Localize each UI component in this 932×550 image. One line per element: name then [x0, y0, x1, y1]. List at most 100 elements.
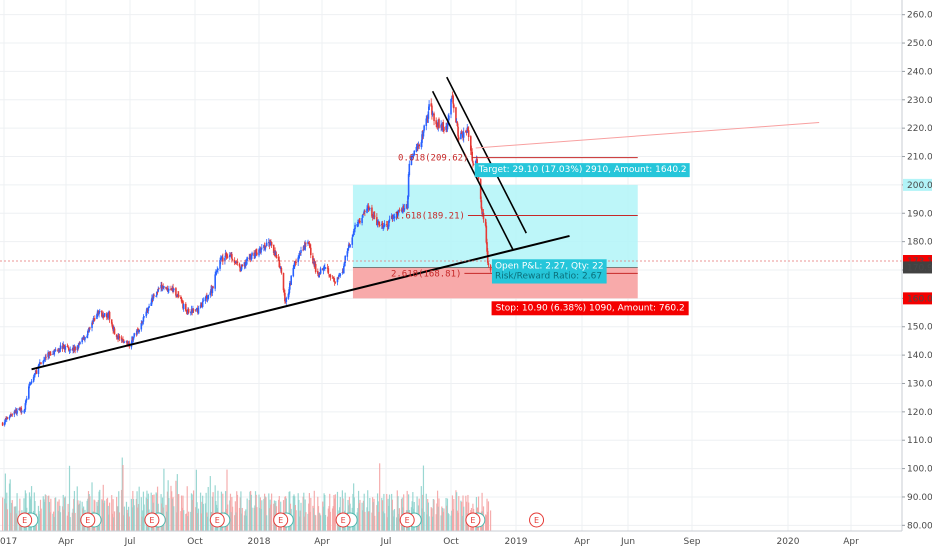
volume-bar — [328, 506, 330, 531]
volume-bar — [367, 511, 370, 531]
candle-body — [125, 340, 128, 342]
candle-body — [275, 254, 277, 256]
candle-body — [446, 124, 449, 130]
volume-bar — [132, 490, 134, 531]
volume-bar — [176, 512, 178, 531]
earnings-icon[interactable] — [273, 512, 289, 528]
candle-body — [155, 295, 157, 297]
volume-bar — [317, 506, 320, 531]
candle-body — [194, 309, 197, 311]
price-tick-label: 80.00 — [907, 521, 932, 531]
candle-body — [1, 422, 4, 426]
volume-bar — [49, 512, 51, 531]
candle-body — [270, 242, 273, 246]
support-trendline[interactable] — [31, 234, 570, 371]
candle-body — [54, 349, 56, 351]
volume-bar — [54, 497, 56, 531]
earnings-icon[interactable] — [209, 512, 225, 528]
candle-body — [277, 257, 280, 261]
volume-bar — [309, 511, 311, 531]
candle-body — [480, 200, 483, 209]
volume-bar — [302, 496, 304, 531]
candle-body — [334, 281, 337, 283]
volume-bar — [53, 511, 55, 531]
earnings-icon[interactable] — [465, 512, 481, 528]
candle-body — [141, 322, 144, 324]
candle-body — [343, 262, 346, 267]
volume-bar — [188, 511, 190, 531]
volume-bar — [55, 497, 57, 531]
time-tick-label: Oct — [443, 537, 459, 547]
earnings-icon[interactable] — [80, 512, 96, 528]
drawing-tools[interactable]: 0.618(209.62) 1.618(189.21) 2.618(168.81) — [0, 76, 902, 371]
volume-bar — [10, 502, 13, 531]
volume-bar — [226, 469, 228, 531]
candle-body — [307, 242, 310, 244]
candle-body — [383, 226, 385, 228]
candle-body — [215, 270, 218, 273]
candle-body — [356, 224, 358, 226]
volume-bar — [369, 497, 371, 531]
earnings-icon[interactable] — [17, 512, 33, 528]
volume-bar — [319, 513, 321, 531]
volume-bar — [447, 512, 449, 531]
volume-bar — [259, 507, 261, 531]
channel-upper-line[interactable] — [446, 76, 527, 234]
candle-body — [156, 291, 159, 293]
volume-bar — [77, 500, 79, 531]
candle-body — [450, 97, 453, 99]
volume-bar — [451, 510, 453, 531]
volume-bar — [171, 498, 173, 531]
earnings-icon[interactable] — [399, 512, 415, 528]
volume-bar — [235, 512, 237, 531]
volume-bar — [487, 511, 489, 531]
candle-body — [479, 178, 482, 200]
volume-bar — [329, 511, 332, 531]
candle-body — [88, 327, 91, 332]
earnings-icon[interactable] — [335, 512, 351, 528]
candle-body — [101, 310, 103, 317]
candle-body — [91, 322, 94, 324]
price-axis[interactable]: 260.00 250.00 240.00 230.00 220.00 210.00 200.… — [901, 0, 932, 531]
price-tick-label: 260.00 — [907, 11, 932, 21]
time-axis[interactable]: 017 Apr Jul Oct 2018 Apr Jul Oct 2019 Apr Jun Sep 20… — [0, 530, 932, 550]
volume-bar — [372, 497, 374, 531]
candle-body — [9, 415, 11, 418]
volume-bar — [231, 506, 234, 531]
volume-bar — [294, 496, 296, 531]
channel-lower-line[interactable] — [431, 90, 514, 251]
candle-body — [299, 252, 302, 254]
volume-bar — [352, 493, 354, 531]
volume-bar — [123, 506, 125, 531]
candle-body — [288, 289, 290, 295]
volume-bar — [98, 491, 100, 531]
candle-body — [238, 263, 241, 267]
volume-bar — [305, 512, 307, 531]
volume-bar — [113, 511, 116, 531]
volume-bar — [297, 493, 299, 531]
volume-bar — [120, 489, 123, 531]
volume-bar — [254, 505, 256, 531]
candle-body — [344, 255, 347, 263]
earnings-icon[interactable] — [529, 512, 545, 528]
volume-bar — [313, 490, 315, 531]
volume-bar — [239, 497, 241, 531]
pink-trendline[interactable] — [475, 121, 820, 149]
volume-bar — [428, 516, 430, 531]
candle-body — [456, 122, 459, 126]
volume-bar — [125, 501, 128, 531]
candle-body — [64, 346, 67, 350]
volume-bar — [371, 512, 373, 531]
candle-body — [189, 312, 192, 313]
volume-bar — [334, 494, 336, 531]
volume-bar — [197, 513, 199, 531]
candle-body — [293, 261, 296, 266]
volume-bar — [260, 508, 262, 531]
candle-body — [354, 224, 356, 230]
volume-bar — [136, 491, 138, 531]
earnings-icon[interactable] — [144, 512, 160, 528]
volume-bar — [485, 515, 487, 531]
volume-bar — [10, 512, 12, 531]
